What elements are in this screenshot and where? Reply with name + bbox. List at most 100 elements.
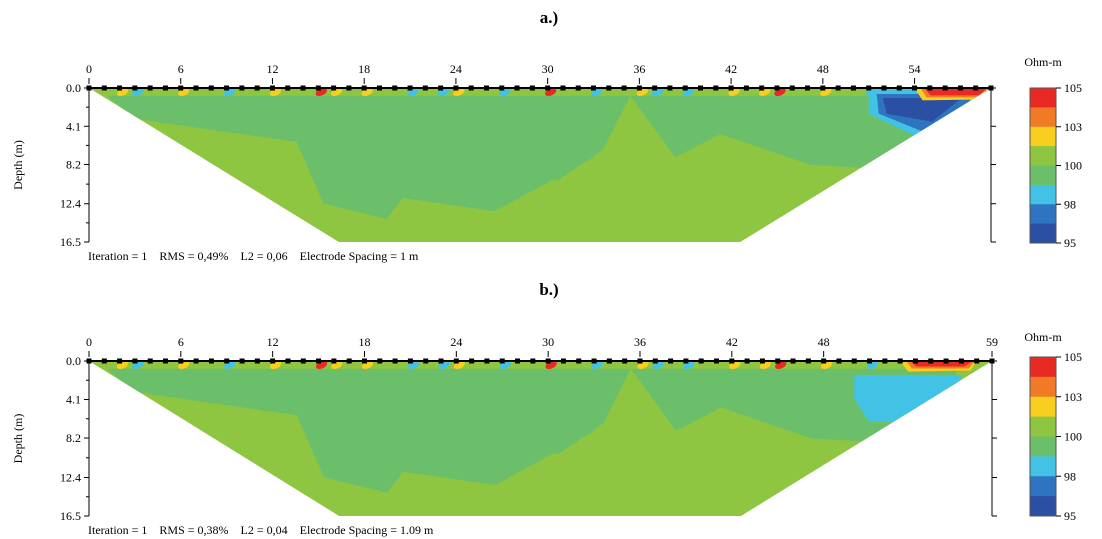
x-tick-label: 48 [817,62,829,76]
electrode-marker [805,85,811,91]
colorbar-swatch [1030,223,1056,244]
electrode-marker [331,85,337,91]
electrode-marker [882,358,888,364]
electrode-marker [820,85,826,91]
electrode-marker [714,358,720,364]
electrode-marker [239,85,245,91]
colorbar-swatch [1030,88,1056,108]
y-tick-label: 8.2 [66,431,81,445]
section-fill [107,88,991,219]
electrode-marker [438,85,444,91]
green-zone [386,118,595,212]
electrode-marker [545,358,551,364]
electrode-marker [928,358,934,364]
colorbar-label: 105 [1064,81,1082,95]
electrode-marker [270,358,276,364]
electrode-marker [162,85,168,91]
electrode-marker [775,358,781,364]
electrode-marker [392,358,398,364]
electrode-marker [545,85,551,91]
electrode-marker [193,85,199,91]
electrode-marker [682,85,688,91]
y-tick-label: 12.4 [60,470,81,484]
x-tick-label: 24 [450,62,462,76]
panel-b-info: Iteration = 1 RMS = 0,38% L2 = 0,04 Elec… [88,523,434,537]
electrode-marker [515,358,521,364]
colorbar-label: 103 [1064,120,1082,134]
colorbar-swatch [1030,496,1056,517]
colorbar-label: 103 [1064,390,1082,404]
electrode-marker [835,85,841,91]
electrode-marker [591,358,597,364]
electrode-marker [530,358,536,364]
y-axis-label: Depth (m) [11,414,25,464]
colorbar-label: 95 [1064,236,1076,250]
electrode-marker [483,85,489,91]
electrode-marker [316,358,322,364]
colorbar-swatch [1030,436,1056,457]
colorbar-swatch [1030,396,1056,418]
electrode-marker [958,358,964,364]
electrode-marker [285,85,291,91]
electrode-marker [208,358,214,364]
electrode-marker [376,85,382,91]
electrode-marker [621,85,627,91]
x-tick-label: 36 [633,62,645,76]
electrode-marker [591,85,597,91]
electrode-marker [300,85,306,91]
electrode-marker [667,85,673,91]
x-tick-label: 12 [266,62,278,76]
electrode-marker [912,85,918,91]
electrode-marker [790,358,796,364]
electrode-marker [101,358,107,364]
x-tick-label: 59 [986,335,998,349]
electrode-marker [178,85,184,91]
panel-b: 0 6 12 18 24 30 36 42 48 59 0.0 4.1 8.2 12.4 16.5 Depth… [11,330,1082,523]
electrode-marker [668,358,674,364]
colorbar-label: 100 [1064,159,1082,173]
electrode-marker [224,358,230,364]
electrode-marker [285,358,291,364]
x-tick-label: 0 [86,62,92,76]
colorbar-swatch [1030,357,1056,378]
colorbar-swatch [1030,204,1056,225]
y-tick-label: 0.0 [66,354,81,368]
y-tick-label: 8.2 [66,158,81,172]
colorbar-swatch [1030,416,1056,437]
colorbar-swatch [1030,165,1056,186]
electrode-marker [377,358,383,364]
electrode-marker [224,85,230,91]
x-tick-label: 18 [358,335,370,349]
electrode-marker [101,85,107,91]
y-tick-label: 4.1 [66,119,81,133]
x-tick-label: 48 [818,335,830,349]
electrode-marker [132,85,138,91]
electrode-marker [407,358,413,364]
electrode-marker [239,358,245,364]
colorbar-label: 100 [1064,430,1082,444]
electrode-marker [469,358,475,364]
panel-a: 0 6 12 18 24 30 36 42 48 54 0.0 4.1 8.2 12.4 16.5 Depth… [11,55,1082,250]
low-resistivity-zone [854,375,962,423]
electrode-marker [529,85,535,91]
electrode-marker [254,358,260,364]
electrode-marker [866,85,872,91]
x-tick-label: 24 [450,335,462,349]
y-tick-label: 16.5 [60,509,81,523]
electrode-marker [713,85,719,91]
electrode-marker [805,358,811,364]
electrode-marker [346,85,352,91]
colorbar-label: 98 [1064,469,1076,483]
electrode-marker [606,85,612,91]
x-tick-label: 42 [726,335,738,349]
electrode-marker [789,85,795,91]
electrode-marker [361,85,367,91]
electrode-marker [423,358,429,364]
panel-a-info: Iteration = 1 RMS = 0,49% L2 = 0,06 Elec… [88,249,419,263]
electrode-marker [652,85,658,91]
x-tick-label: 36 [634,335,646,349]
colorbar-label: 95 [1064,509,1076,523]
colorbar-title: Ohm-m [1024,330,1062,344]
y-tick-label: 4.1 [66,393,81,407]
x-tick-label: 6 [178,62,184,76]
